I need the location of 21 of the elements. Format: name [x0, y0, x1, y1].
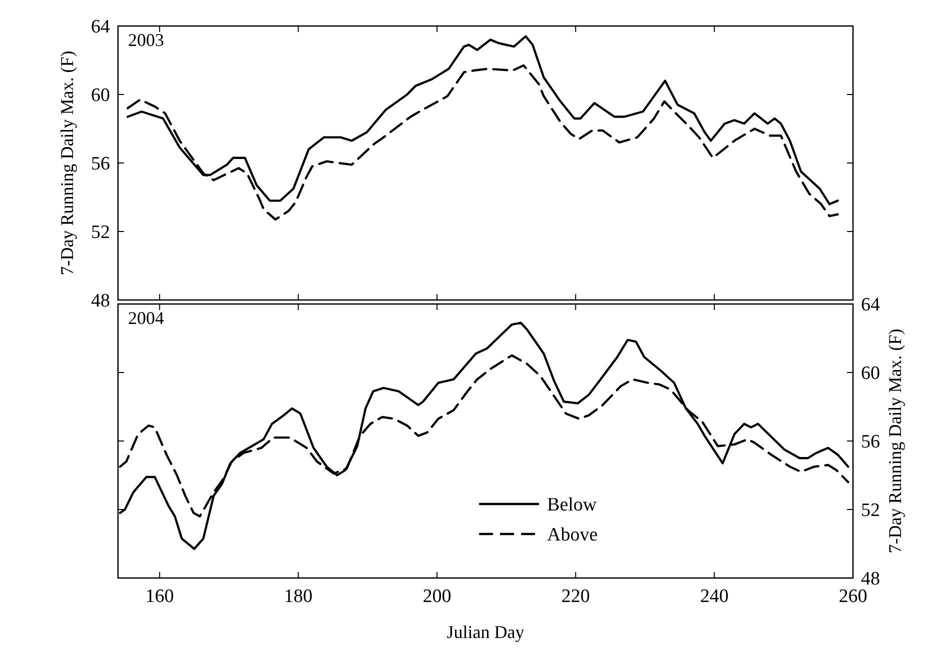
x-tick-label: 180: [284, 586, 313, 607]
x-tick-label: 200: [422, 586, 452, 607]
y2-tick-label: 56: [861, 432, 880, 453]
x-axis-title: Julian Day: [446, 622, 524, 642]
y2-axis-title: 7-Day Running Daily Max. (F): [885, 328, 905, 554]
y-tick-label: 64: [91, 16, 110, 38]
legend-label: Above: [547, 524, 598, 546]
x-tick-label: 160: [145, 586, 174, 607]
x-tick-label: 220: [561, 586, 590, 607]
legend-label: Below: [547, 494, 597, 516]
x-tick-label: 240: [700, 586, 729, 607]
y-tick-label: 52: [91, 222, 110, 244]
annotation: 2003: [128, 30, 164, 50]
y2-tick-label: 60: [861, 363, 880, 384]
y-axis-title: 7-Day Running Daily Max. (F): [57, 50, 77, 276]
y2-tick-label: 52: [861, 500, 880, 522]
y-tick-label: 60: [91, 85, 110, 106]
y-tick-label: 56: [91, 154, 110, 175]
y-tick-label: 48: [91, 290, 110, 312]
annotation: 2004: [128, 308, 164, 328]
y2-tick-label: 64: [861, 294, 880, 316]
